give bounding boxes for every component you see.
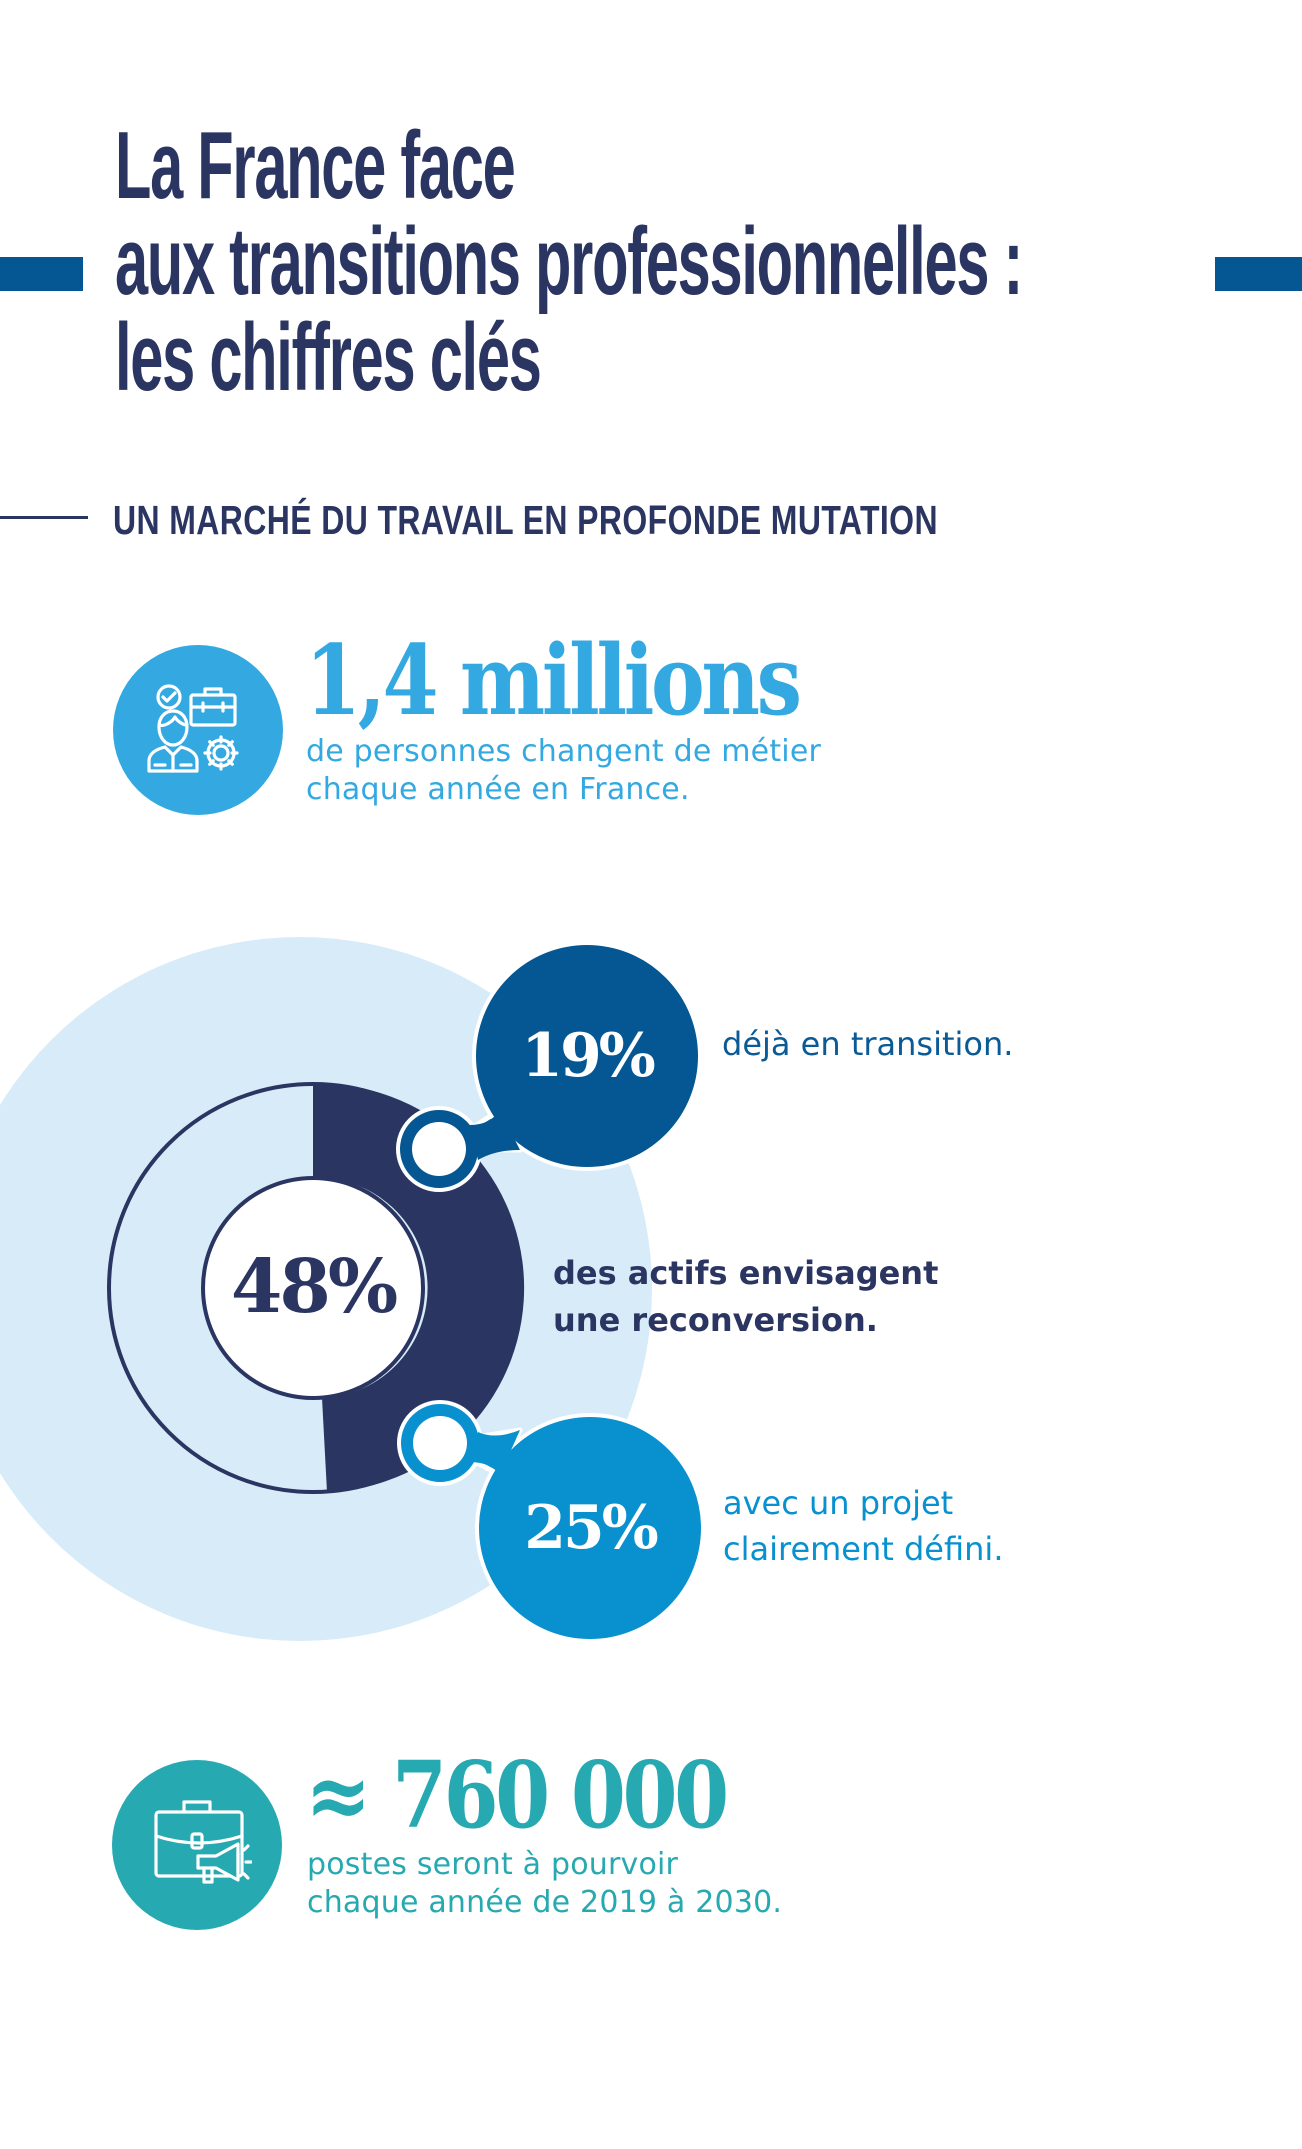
page-title: La France face aux transitions professio…: [115, 112, 1023, 411]
career-change-icon-badge: [113, 645, 283, 815]
bubble-19-desc-line-1: déjà en transition.: [722, 1025, 1014, 1063]
bubble-19-value: 19%: [521, 1021, 656, 1091]
section-title: UN MARCHÉ DU TRAVAIL EN PROFONDE MUTATIO…: [113, 497, 938, 543]
career-change-desc-line-1: de personnes changent de métier: [306, 734, 822, 769]
bubble-19-group: [396, 941, 702, 1192]
section-rule: [0, 516, 88, 519]
jobs-value: ≈ 760 000: [305, 1741, 729, 1849]
title-line-3: les chiffres clés: [115, 304, 542, 411]
bubble-25-group: [397, 1400, 705, 1643]
person-briefcase-gear-icon: [147, 684, 239, 773]
career-change-description: de personnes changent de métier chaque a…: [306, 733, 821, 809]
donut-main-value: 48%: [230, 1244, 398, 1330]
title-line-1: La France face: [115, 112, 516, 219]
career-change-desc-line-2: chaque année en France.: [306, 772, 690, 807]
bubble-25-value: 25%: [524, 1493, 659, 1563]
briefcase-megaphone-icon: [154, 1800, 252, 1884]
jobs-description: postes seront à pourvoir chaque année de…: [307, 1846, 782, 1922]
bubble-25-desc-line-1: avec un projet: [723, 1484, 954, 1522]
jobs-icon-badge: [112, 1760, 282, 1930]
donut-main-desc-line-1: des actifs envisagent: [553, 1254, 939, 1292]
title-left-bar: [0, 257, 83, 291]
title-line-2: aux transitions professionnelles :: [115, 208, 1023, 315]
title-right-bar: [1215, 257, 1302, 291]
donut-chart: [107, 941, 705, 1643]
donut-main-desc-line-2: une reconversion.: [553, 1301, 878, 1339]
bubble-25-desc-line-2: clairement défini.: [723, 1530, 1004, 1568]
donut-segment-48: [313, 1083, 525, 1492]
bubble-25-description: avec un projet clairement défini.: [723, 1480, 1003, 1572]
career-change-value: 1,4 millions: [305, 624, 802, 737]
donut-inner-circle: [201, 1176, 425, 1400]
jobs-desc-line-1: postes seront à pourvoir: [307, 1847, 679, 1882]
donut-main-description: des actifs envisagent une reconversion.: [553, 1250, 938, 1344]
jobs-desc-line-2: chaque année de 2019 à 2030.: [307, 1885, 783, 1920]
bubble-19-description: déjà en transition.: [722, 1021, 1013, 1067]
